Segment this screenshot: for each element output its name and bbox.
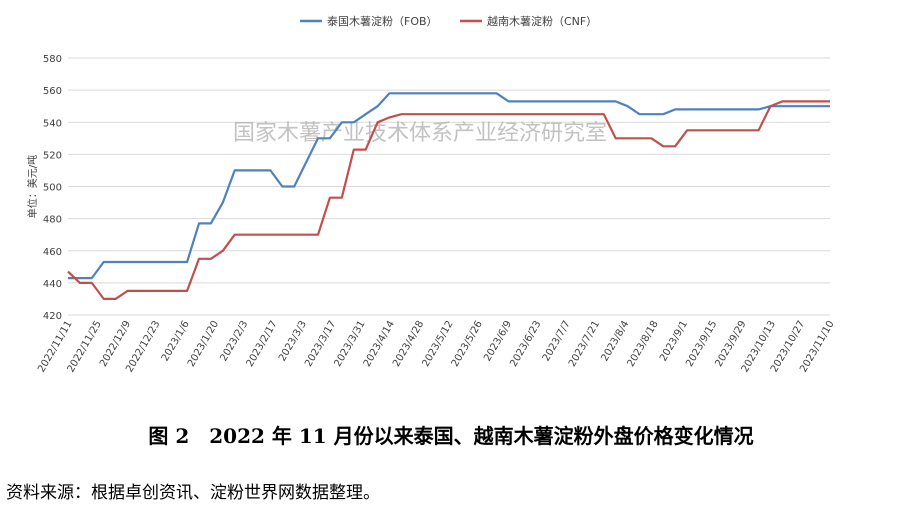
y-tick-label: 440 [43,279,62,290]
x-tick-label: 2023/3/3 [277,319,309,363]
y-tick-label: 460 [43,247,62,258]
y-tick-label: 420 [43,311,62,322]
data-source-note: 资料来源：根据卓创资讯、淀粉世界网数据整理。 [6,483,380,503]
y-tick-label: 500 [43,183,62,194]
x-tick-label: 2023/5/26 [450,319,485,369]
line-chart: 420440460480500520540560580单位：美元/吨2022/1… [26,14,837,374]
x-tick-label: 2023/2/17 [245,319,280,369]
y-tick-label: 480 [43,215,62,226]
y-axis-label: 单位：美元/吨 [26,155,39,218]
y-tick-label: 560 [43,86,62,97]
chart: 420 440 460 480 500 520 540 560 580 单位：美元/吨 2022/1… [26,14,837,374]
legend-label-2: 越南木薯淀粉（CNF） [487,14,597,28]
series-line-2 [67,100,830,300]
x-tick-label: 2023/8/18 [626,319,661,369]
x-tick-label: 2023/6/23 [508,319,543,369]
x-tick-label: 2023/1/6 [160,319,192,363]
x-tick-label: 2023/6/9 [482,319,514,363]
y-tick-label: 540 [43,118,62,129]
legend-label-1: 泰国木薯淀粉（FOB） [327,14,438,28]
y-tick-label: 580 [43,54,62,65]
watermark-text: 国家木薯产业技术体系产业经济研究室 [233,121,607,146]
x-tick-label: 2023/8/4 [599,319,631,363]
series-line-1 [68,92,830,280]
x-tick-label: 2023/7/21 [567,319,602,369]
y-tick-label: 520 [43,150,62,161]
figure-caption: 图 2 2022 年 11 月份以来泰国、越南木薯淀粉外盘价格变化情况 [148,424,754,448]
x-tick-label: 2023/2/3 [218,319,250,363]
x-tick-label: 2023/9/1 [658,319,690,363]
x-tick-label: 2023/1/20 [186,319,221,369]
x-tick-label: 2023/7/7 [541,319,573,363]
